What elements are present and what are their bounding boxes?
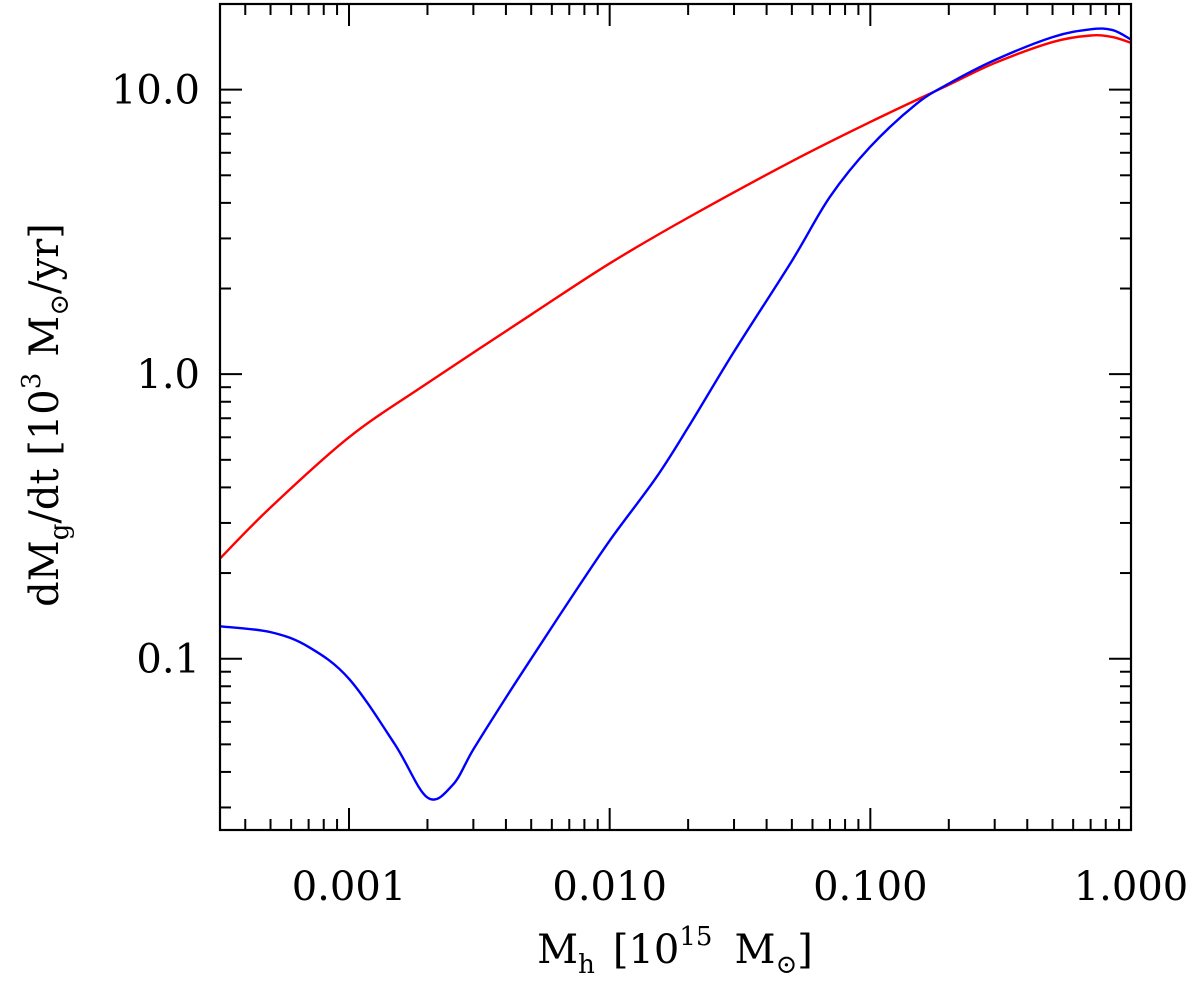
series-line-blue bbox=[220, 27, 1131, 801]
y-tick-label: 1.0 bbox=[136, 352, 200, 398]
series-line-red bbox=[220, 34, 1131, 560]
x-tick-label: 0.010 bbox=[552, 864, 667, 910]
tick-labels-layer: 0.001 0.010 0.100 1.000 0.1 1.0 10.0 bbox=[111, 68, 1188, 910]
y-tick-label: 0.1 bbox=[136, 637, 200, 683]
y-tick-label: 10.0 bbox=[111, 68, 200, 114]
x-tick-label: 0.001 bbox=[292, 864, 407, 910]
x-tick-label: 1.000 bbox=[1074, 864, 1189, 910]
x-tick-label: 0.100 bbox=[813, 864, 928, 910]
series-layer bbox=[220, 27, 1131, 801]
x-axis-label: Mh [1015 M⊙] bbox=[537, 922, 813, 980]
plot-frame bbox=[218, 2, 1133, 832]
ticks-layer bbox=[220, 3, 1132, 830]
y-axis-label: dMg/dt [103M⊙/yr] bbox=[17, 223, 75, 607]
